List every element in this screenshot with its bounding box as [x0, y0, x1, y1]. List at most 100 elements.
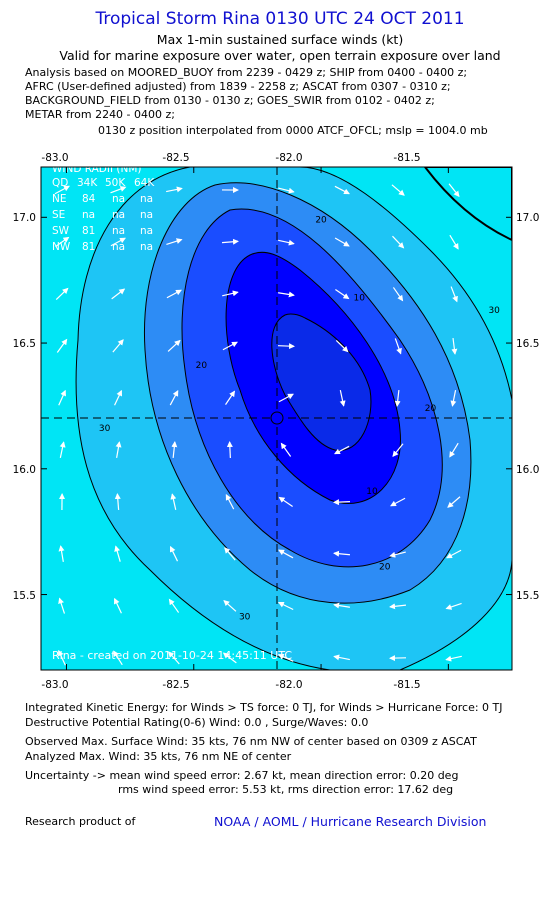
wind-vector-arrow [277, 343, 295, 350]
wind-radii-cell: SE [52, 209, 65, 221]
wind-vector-arrow [222, 341, 238, 351]
wind-vector-arrow [394, 338, 402, 355]
wind-vector-arrow [448, 183, 460, 198]
wind-vector-arrow [113, 650, 123, 666]
wind-vector-arrow [114, 389, 122, 406]
wind-vector-arrow [168, 651, 180, 665]
lon-tick-label: -82.5 [162, 679, 189, 691]
wind-vector-arrow [392, 443, 404, 458]
wind-vector-arrow [226, 441, 233, 459]
wind-vector-arrow [115, 441, 122, 458]
wind-vector-arrow [447, 496, 461, 508]
wind-vector-arrow [225, 494, 235, 510]
wind-vector-arrow [222, 290, 239, 297]
wind-radii-cell: na [140, 209, 153, 221]
contour-label: 10 [366, 487, 378, 497]
dpr-line: Destructive Potential Rating(0-6) Wind: … [25, 716, 369, 729]
lat-tick-label: 17.0 [516, 212, 539, 224]
lat-tick-label: 16.5 [13, 338, 36, 350]
wind-map-svg: 20 10 20 30 20 10 20 30 30 WIND RADII (NM) QD 34… [13, 152, 540, 691]
wind-radii-cell: na [112, 209, 125, 221]
wind-vector-arrow [58, 649, 66, 666]
wind-radii-col: QD [52, 177, 68, 189]
wind-vector-arrow [278, 496, 293, 507]
wind-vector-arrow [170, 493, 177, 510]
wind-vector-arrow [333, 550, 351, 557]
analysis-line: AFRC (User-defined adjusted) from 1839 -… [25, 80, 451, 93]
wind-vector-arrow [58, 389, 66, 406]
lat-tick-label: 15.5 [516, 590, 539, 602]
wind-vector-arrow [169, 545, 179, 562]
analysis-line: METAR from 2240 - 0400 z; [25, 108, 175, 121]
wind-vector-arrow [58, 545, 65, 562]
wind-vector-arrow [59, 441, 66, 458]
wind-vector-arrow [449, 234, 459, 250]
wind-vector-arrow [390, 497, 406, 507]
wind-vector-arrow [54, 185, 70, 195]
wind-radii-header: WIND RADII (NM) [52, 163, 142, 175]
wind-vector-arrow [55, 236, 70, 248]
map-subtitle: Max 1-min sustained surface winds (kt) [156, 32, 404, 47]
wind-vector-arrow [278, 239, 295, 246]
wind-vector-arrow [333, 654, 350, 661]
lon-tick-label: -81.5 [393, 679, 420, 691]
wind-vector-arrow [169, 390, 179, 406]
wind-radii-cell: 81 [82, 241, 95, 253]
wind-vector-arrow [389, 603, 407, 610]
wind-radii-col: 64K [134, 177, 155, 189]
wind-vector-arrow [171, 441, 178, 459]
wind-vector-arrow [280, 442, 292, 457]
wind-vector-arrow [445, 655, 462, 662]
wind-radii-cell: na [112, 225, 125, 237]
wind-vector-arrow [114, 493, 121, 511]
lon-tick-label: -82.0 [275, 152, 302, 164]
wind-radii-cell: na [112, 193, 125, 205]
wind-vector-arrow [110, 237, 126, 247]
contour-label: 30 [99, 424, 111, 434]
wind-vector-arrow [111, 288, 126, 300]
lon-tick-label: -83.0 [41, 679, 68, 691]
wind-vector-arrow [112, 339, 124, 353]
wind-vector-arrow [224, 547, 236, 561]
wind-vector-arrow [278, 393, 294, 403]
wind-vector-arrow [451, 337, 458, 355]
analysis-line: Analysis based on MOORED_BUOY from 2239 … [25, 66, 468, 79]
ike-line: Integrated Kinetic Energy: for Winds > T… [25, 701, 503, 714]
exposure-note: Valid for marine exposure over water, op… [59, 48, 501, 63]
wind-radii-cell: 81 [82, 225, 95, 237]
wind-vector-arrow [166, 238, 183, 246]
wind-vector-arrow [392, 235, 405, 249]
wind-radii-cell: NE [52, 193, 67, 205]
wind-vector-arrow [449, 442, 459, 458]
wind-vector-arrow [277, 654, 294, 662]
wind-radii-cell: SW [52, 225, 70, 237]
wind-vector-arrow [55, 287, 69, 300]
wind-vector-arrow [167, 339, 181, 352]
wind-vector-arrow [278, 291, 295, 298]
lat-tick-label: 16.5 [516, 338, 539, 350]
wind-vector-arrow [166, 289, 182, 299]
research-label: Research product of [25, 815, 136, 828]
map-title: Tropical Storm Rina 0130 UTC 24 OCT 2011 [95, 9, 465, 29]
wind-vector-arrow [114, 597, 122, 614]
observed-max-line: Observed Max. Surface Wind: 35 kts, 76 n… [25, 735, 477, 748]
wind-vector-arrow [221, 238, 239, 245]
wind-vector-arrow [333, 602, 350, 609]
lat-tick-label: 16.0 [13, 464, 36, 476]
wind-radii-cell: NW [52, 241, 71, 253]
lat-tick-label: 17.0 [13, 212, 36, 224]
wind-vector-arrow [56, 338, 68, 353]
position-note: 0130 z position interpolated from 0000 A… [98, 124, 488, 137]
wind-vector-arrow [278, 549, 294, 559]
wind-vector-arrow [225, 390, 236, 405]
wind-radii-col: 50K [105, 177, 126, 189]
wind-radii-col: 34K [77, 177, 98, 189]
lat-tick-label: 15.5 [13, 590, 36, 602]
org-link[interactable]: NOAA / AOML / Hurricane Research Divisio… [214, 814, 487, 829]
wind-vector-arrow [334, 185, 350, 195]
wind-vector-arrow [333, 499, 351, 506]
wind-vector-arrow [446, 549, 462, 559]
lat-tick-label: 16.0 [516, 464, 539, 476]
wind-radii-cell: na [112, 241, 125, 253]
wind-vector-arrow [335, 339, 349, 353]
